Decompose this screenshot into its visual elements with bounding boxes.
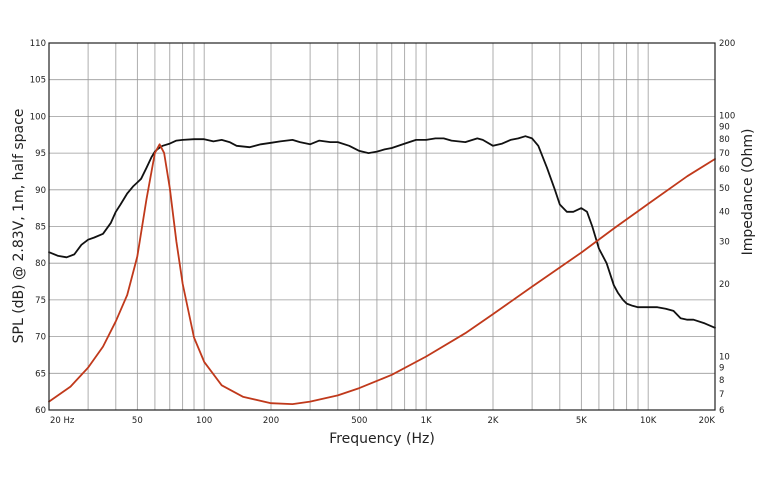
x-tick-label: 5K <box>576 416 587 426</box>
plot-frame <box>48 42 716 411</box>
impedance-curve <box>48 143 716 406</box>
y2-tick-label: 70 <box>719 149 730 159</box>
y-tick-labels: 60 65 70 75 80 85 90 95 100 105 110 <box>30 39 46 416</box>
y-tick-label: 100 <box>30 112 46 122</box>
y2-tick-label: 40 <box>719 207 730 217</box>
y-tick-label: 95 <box>35 149 46 159</box>
spl-curve <box>48 135 716 329</box>
x-tick-label: 10K <box>640 416 657 426</box>
y2-tick-label: 50 <box>719 184 730 194</box>
y2-tick-label: 8 <box>719 376 724 386</box>
y-tick-label: 60 <box>35 406 46 416</box>
y-tick-label: 85 <box>35 223 46 233</box>
y2-tick-label: 30 <box>719 238 730 248</box>
x-tick-label: 500 <box>351 416 367 426</box>
x-tick-label: 20 Hz <box>50 416 75 426</box>
y-tick-label: 105 <box>30 76 46 86</box>
y-tick-label: 65 <box>35 369 46 379</box>
x-tick-label: 2K <box>488 416 499 426</box>
y2-tick-label: 20 <box>719 280 730 290</box>
y2-tick-label: 60 <box>719 165 730 175</box>
y-tick-label: 75 <box>35 296 46 306</box>
y-tick-label: 70 <box>35 333 46 343</box>
y2-tick-label: 10 <box>719 353 730 363</box>
y2-tick-label: 90 <box>719 123 730 133</box>
grid <box>49 43 715 410</box>
y-tick-label: 90 <box>35 186 46 196</box>
y2-tick-label: 7 <box>719 390 724 400</box>
y2-tick-label: 6 <box>719 406 724 416</box>
y-tick-label: 80 <box>35 259 46 269</box>
x-tick-label: 200 <box>263 416 279 426</box>
y2-tick-label: 9 <box>719 364 724 374</box>
x-tick-labels: 20 Hz 50 100 200 500 1K 2K 5K 10K 20K <box>50 416 715 426</box>
plot-marks <box>48 135 716 406</box>
x-tick-label: 100 <box>196 416 212 426</box>
x-tick-label: 20K <box>699 416 716 426</box>
y2-tick-label: 100 <box>719 112 735 122</box>
y-axis-title: SPL (dB) @ 2.83V, 1m, half space <box>11 109 27 344</box>
y2-tick-label: 200 <box>719 39 735 49</box>
y2-tick-label: 80 <box>719 135 730 145</box>
x-tick-label: 1K <box>421 416 432 426</box>
x-axis-title: Frequency (Hz) <box>329 431 435 447</box>
y-tick-label: 110 <box>30 39 46 49</box>
x-tick-label: 50 <box>132 416 143 426</box>
y2-axis-title: Impedance (Ohm) <box>740 129 756 256</box>
